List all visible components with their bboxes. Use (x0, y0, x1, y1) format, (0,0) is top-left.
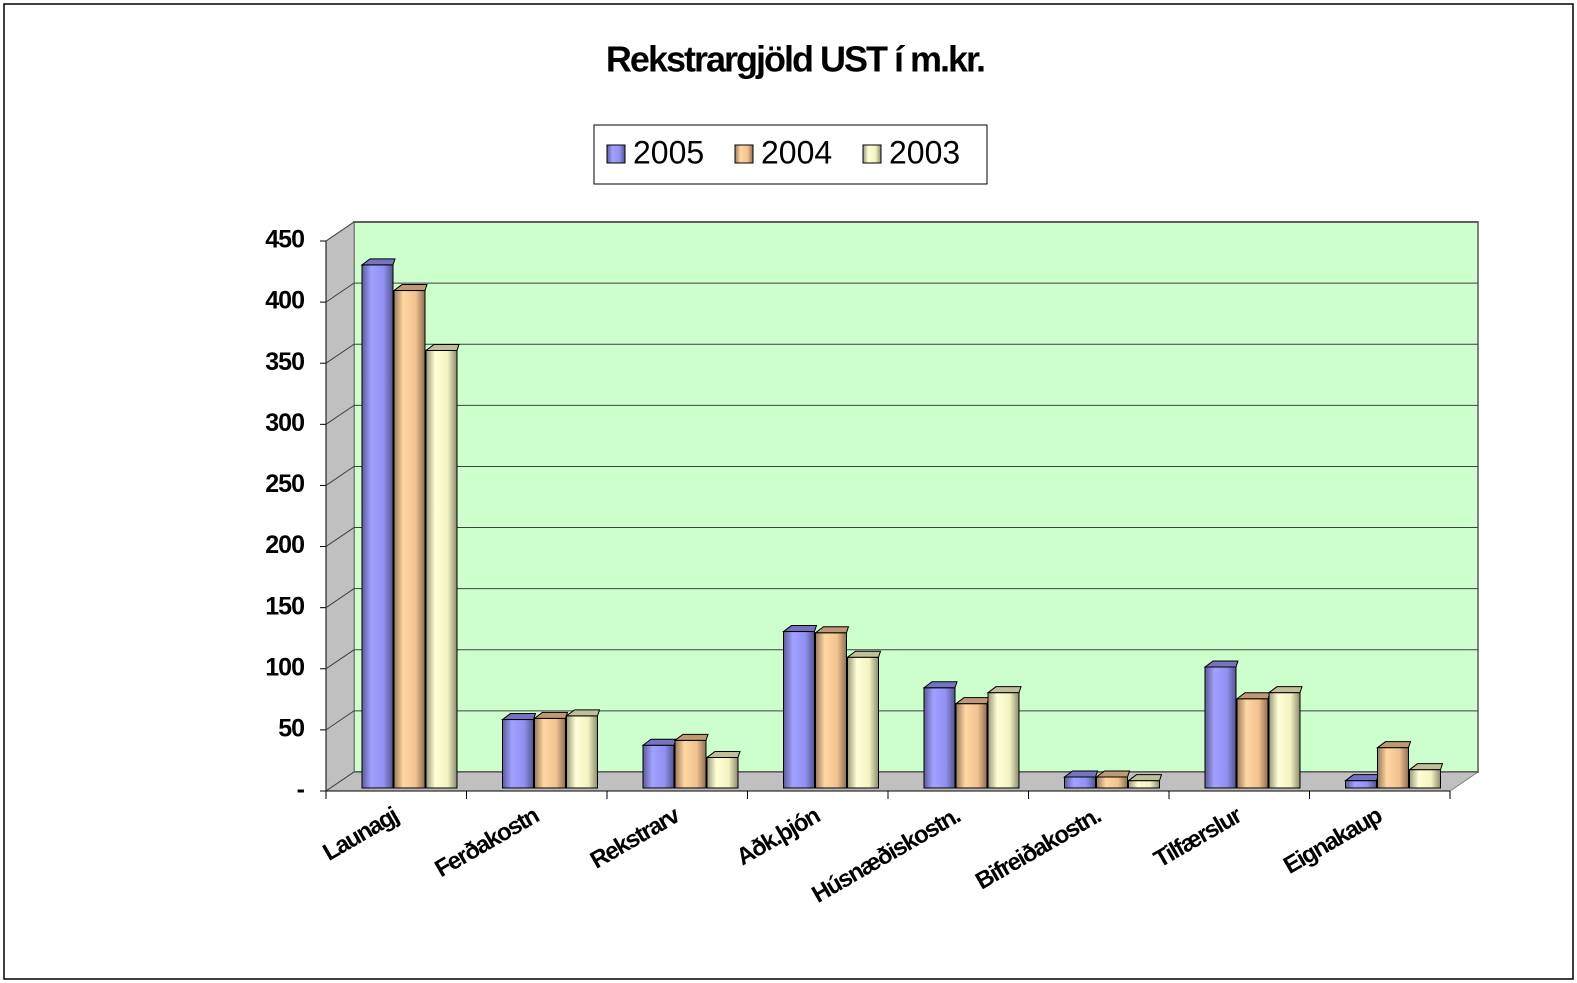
bar-top (565, 709, 601, 717)
bar-top (533, 711, 569, 719)
bar (534, 717, 566, 789)
bar-top (673, 733, 709, 741)
bar (674, 739, 707, 789)
bar (425, 349, 458, 789)
bar-top (392, 284, 428, 292)
chart-title: Rekstrargjöld UST í m.kr. (606, 39, 984, 80)
bar (987, 692, 1020, 789)
bar (815, 632, 847, 789)
bar (1409, 769, 1441, 789)
y-tick-label: - (297, 776, 305, 804)
legend-label: 2005 (633, 134, 704, 170)
y-tick-label: 400 (265, 287, 304, 315)
bar-top (1376, 741, 1412, 749)
bar (1096, 776, 1128, 789)
bar-top (705, 750, 741, 758)
bar (923, 687, 956, 789)
bar (393, 290, 426, 789)
bar (1204, 666, 1237, 789)
bar-top (1267, 686, 1303, 694)
y-tick-label: 100 (265, 653, 304, 681)
bar-top (814, 626, 850, 634)
bar (642, 744, 675, 789)
y-tick-label: 50 (278, 714, 304, 742)
bar (1128, 780, 1160, 789)
grid-line (325, 710, 1478, 731)
grid-line (325, 649, 1478, 670)
bar (1236, 698, 1269, 789)
bar-top (1127, 774, 1163, 782)
bar-top (1095, 770, 1131, 778)
grid-line (325, 527, 1478, 547)
legend-label: 2004 (761, 134, 832, 170)
side-wall (325, 221, 355, 792)
y-tick-label: 450 (265, 226, 304, 254)
bar (847, 656, 879, 789)
bar (1345, 780, 1377, 789)
bar-top (922, 681, 958, 689)
legend-swatch (734, 144, 754, 164)
bar-top (846, 650, 882, 658)
bar-top (1063, 770, 1099, 778)
bar (502, 719, 534, 789)
y-tick-label: 250 (265, 470, 304, 498)
y-tick-label: 150 (265, 592, 304, 620)
bar (566, 715, 598, 789)
y-tick-label: 350 (265, 348, 304, 376)
bar-top (360, 258, 396, 266)
legend-box (593, 124, 988, 185)
bar (955, 703, 988, 789)
legend-label: 2003 (889, 134, 960, 170)
grid-line (325, 221, 1478, 242)
bar (706, 756, 739, 789)
legend-swatch (606, 144, 626, 164)
grid-line (325, 343, 1478, 364)
y-tick-label: 300 (265, 409, 304, 437)
grid-line (325, 465, 1478, 486)
floor (324, 771, 1480, 792)
back-wall (353, 221, 1479, 773)
bar-top (1408, 763, 1444, 771)
bar-top (1203, 660, 1239, 668)
grid-line (325, 404, 1478, 425)
legend-swatch (862, 144, 882, 164)
bar (1064, 776, 1096, 789)
grid-line (325, 282, 1478, 303)
y-tick-label: 200 (265, 531, 304, 559)
grid-line (325, 588, 1478, 609)
bar (1377, 747, 1409, 789)
bar-top (501, 713, 537, 721)
bar-top (986, 686, 1022, 694)
bar (1268, 692, 1301, 789)
bar-top (424, 343, 460, 351)
bar (361, 264, 394, 789)
bar (783, 631, 815, 789)
bar-top (782, 625, 818, 633)
